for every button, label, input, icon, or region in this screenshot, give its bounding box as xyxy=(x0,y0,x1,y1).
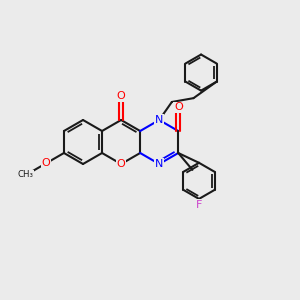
Text: CH₃: CH₃ xyxy=(18,170,34,179)
Text: O: O xyxy=(41,158,50,168)
Text: N: N xyxy=(155,115,164,125)
Text: O: O xyxy=(117,159,125,169)
Text: N: N xyxy=(155,115,164,125)
Text: O: O xyxy=(174,102,183,112)
Text: O: O xyxy=(41,158,50,168)
Text: O: O xyxy=(174,102,183,112)
Text: F: F xyxy=(196,200,202,210)
Text: N: N xyxy=(155,159,164,169)
Text: N: N xyxy=(155,159,164,169)
Text: CH₃: CH₃ xyxy=(18,170,34,179)
Text: O: O xyxy=(117,91,125,101)
Text: O: O xyxy=(117,159,125,169)
Text: F: F xyxy=(196,200,202,210)
Text: O: O xyxy=(117,91,125,101)
